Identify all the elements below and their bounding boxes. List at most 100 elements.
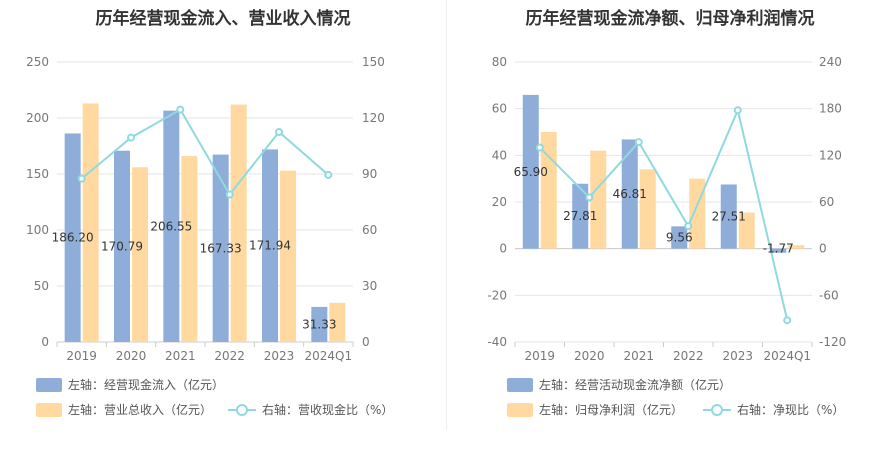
y-right-tick-label: -120 [819,335,846,349]
legend-line-swatch [228,403,256,417]
bar-series-1 [262,149,278,342]
line-point [585,193,594,202]
x-tick-label: 2019 [524,349,555,363]
legend-item-left-3[interactable]: 右轴：营收现金比（%） [228,401,393,418]
y-left-tick-label: 0 [499,242,507,256]
y-right-tick-label: 30 [362,279,377,293]
x-tick-label: 2021 [165,349,196,363]
y-left-tick-label: 250 [26,55,49,69]
bar-data-label: 171.94 [249,239,291,253]
chart-title-right: 历年经营现金流净额、归母净利润情况 [525,9,815,29]
bar-series-2 [230,104,247,342]
y-left-tick-label: 100 [26,223,49,237]
bar-data-label: 31.33 [302,317,336,331]
bar-series-1 [311,306,328,342]
y-left-tick-label: 40 [492,148,507,162]
bar-series-1 [64,133,81,342]
chart-plot-right: -40 -120 -20 -60 0 0 20 60 40 120 60 180 80 240 2019 20… [487,55,846,363]
y-right-tick-label: 150 [362,55,385,69]
line-point [127,133,135,142]
x-tick-label: 2023 [722,349,753,363]
y-right-tick-label: 60 [819,195,834,209]
y-right-tick-label: 240 [819,55,842,69]
y-right-tick-label: 120 [819,148,842,162]
bar-series-2 [738,212,755,249]
bar-series-1 [212,154,229,342]
bar-series-2 [788,245,805,249]
bar-series-1 [621,139,638,249]
line-series [539,107,789,321]
y-right-tick-label: 180 [819,102,842,116]
y-left-tick-label: 80 [492,55,507,69]
y-left-tick-label: 200 [26,111,49,125]
bar-series-1 [671,226,688,249]
y-left-tick-label: -20 [487,288,507,302]
line-point [275,128,283,136]
legend-swatch [507,377,533,392]
chart-plot-left: 0 0 50 30 100 60 150 90 200 120 250 150 2019 2020 2021… [26,55,385,363]
legend-item-right-3[interactable]: 右轴：净现比（%） [703,401,844,418]
y-left-tick-label: 20 [492,195,507,209]
x-tick-label: 2024Q1 [763,349,811,363]
x-tick-label: 2020 [574,349,605,363]
legend-item-left-2[interactable]: 左轴：营业总收入（亿元） [36,401,212,418]
x-tick-label: 2024Q1 [305,349,353,363]
legend-label: 左轴：经营现金流入（亿元） [68,378,225,392]
panel-divider [446,0,447,430]
legend-swatch [36,402,62,417]
bar-series-1 [114,150,130,342]
y-right-tick-label: 60 [362,223,377,237]
legend-label: 左轴：营业总收入（亿元） [68,403,213,417]
x-tick-label: 2019 [66,349,97,363]
x-tick-label: 2022 [673,349,704,363]
legend-swatch [507,402,533,417]
bar-series-2 [82,103,99,342]
x-tick-label: 2022 [214,349,245,363]
bar-data-label: 206.55 [150,219,192,233]
legend-swatch [36,377,62,392]
legend-label: 右轴：净现比（%） [737,403,845,417]
legend-label: 左轴：归母净利润（亿元） [539,403,684,417]
chart-panel-left: 历年经营现金流入、营业收入情况 0 0 50 30 100 60 150 90 200 120 25… [0,0,446,458]
bar-series-2 [132,167,148,342]
bar-series-2 [590,150,607,249]
line-point [324,170,333,179]
y-right-tick-label: 0 [819,242,827,256]
y-right-tick-label: 90 [362,167,377,181]
bar-data-label: 27.81 [563,209,597,223]
legend-line-swatch [703,403,731,417]
bar-data-label: 170.79 [101,239,143,253]
y-left-tick-label: 60 [492,102,507,116]
bar-series-2 [181,156,198,342]
bar-series-2 [639,169,656,249]
bar-series-1 [720,184,737,249]
y-right-tick-label: -60 [819,288,839,302]
legend-label: 右轴：营收现金比（%） [262,403,394,417]
bar-data-label: 186.20 [52,231,94,245]
line-series [81,108,329,197]
y-left-tick-label: 150 [26,167,49,181]
bar-data-label: 167.33 [200,241,242,255]
bar-series-1 [572,183,589,249]
y-left-tick-label: 50 [34,279,49,293]
line-point [77,174,86,183]
line-point [634,138,643,147]
bar-data-label: -1.77 [763,242,794,256]
legend-item-right-1[interactable]: 左轴：经营活动现金流净额（亿元） [507,376,731,393]
bar-data-label: 65.90 [514,165,548,179]
line-point [176,105,185,114]
legend-item-right-2[interactable]: 左轴：归母净利润（亿元） [507,401,683,418]
bar-data-label: 9.56 [666,231,693,245]
chart-panel-right: 历年经营现金流净额、归母净利润情况 -40 -120 -20 -60 0 0 20 60 40 1… [447,0,893,458]
bar-series-1 [770,248,787,253]
bar-series-2 [280,170,296,342]
legend-label: 左轴：经营活动现金流净额（亿元） [539,378,732,392]
x-tick-label: 2020 [116,349,147,363]
y-right-tick-label: 0 [362,335,370,349]
x-tick-label: 2023 [264,349,295,363]
legend-item-left-1[interactable]: 左轴：经营现金流入（亿元） [36,376,224,393]
bar-series-1 [163,110,180,342]
line-point [733,106,742,115]
line-point [225,190,234,199]
